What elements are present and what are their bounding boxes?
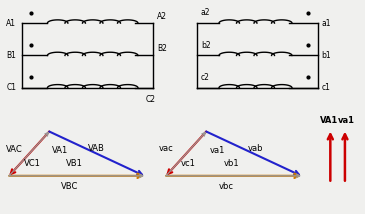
- Text: vc1: vc1: [181, 159, 195, 168]
- Text: C2: C2: [146, 95, 156, 104]
- Text: VA1: VA1: [320, 116, 338, 125]
- Text: a1: a1: [321, 19, 331, 28]
- Text: VAB: VAB: [88, 144, 105, 153]
- Text: b2: b2: [201, 41, 210, 50]
- Text: A2: A2: [157, 12, 167, 21]
- Text: va1: va1: [338, 116, 355, 125]
- Text: va1: va1: [210, 146, 225, 155]
- Text: VA1: VA1: [52, 146, 68, 155]
- Text: vbc: vbc: [219, 182, 234, 191]
- Text: vab: vab: [248, 144, 263, 153]
- Text: VAC: VAC: [6, 145, 23, 154]
- Text: c2: c2: [201, 73, 210, 82]
- Text: VBC: VBC: [61, 182, 78, 191]
- Text: vac: vac: [159, 144, 173, 153]
- Text: c1: c1: [321, 83, 330, 92]
- Text: VC1: VC1: [24, 159, 41, 168]
- Text: C1: C1: [7, 83, 16, 92]
- Text: b1: b1: [321, 51, 331, 60]
- Text: VB1: VB1: [66, 159, 83, 168]
- Text: a2: a2: [201, 8, 210, 17]
- Text: A1: A1: [7, 19, 16, 28]
- Text: B2: B2: [157, 44, 167, 53]
- Text: vb1: vb1: [224, 159, 239, 168]
- Text: B1: B1: [7, 51, 16, 60]
